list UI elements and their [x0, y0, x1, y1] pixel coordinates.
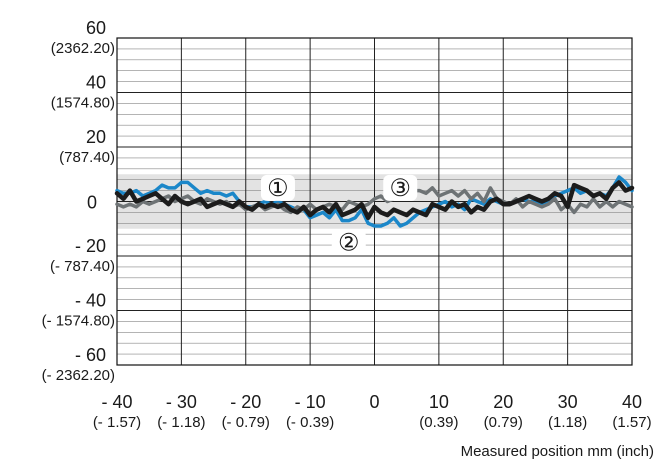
series-marker-3: ③: [389, 175, 411, 202]
x-tick-sublabel: (1.18): [548, 414, 587, 431]
marker-halo: [331, 229, 366, 256]
x-tick-sublabel: (- 1.57): [93, 414, 141, 431]
y-tick-label: 40: [86, 73, 106, 93]
y-tick-sublabel: (787.40): [59, 149, 115, 166]
series-lines: [114, 175, 635, 228]
x-tick-label: 0: [369, 392, 379, 412]
x-tick-label: 10: [429, 392, 449, 412]
y-tick-label: - 60: [75, 345, 106, 365]
x-tick-label: - 10: [295, 392, 326, 412]
x-tick-label: - 20: [230, 392, 261, 412]
series-line-3: [114, 180, 635, 221]
y-tick-label: 0: [87, 193, 97, 213]
y-axis-ticks: 60 (2362.20) 40 (1574.80) 20 (787.40) 0 - 20 (- …: [42, 18, 115, 384]
x-tick-label: 30: [558, 392, 578, 412]
y-tick-label: - 40: [75, 291, 106, 311]
y-tick-sublabel: (- 2362.20): [42, 367, 115, 384]
y-tick-sublabel: (2362.20): [51, 40, 115, 57]
series-line-1: [115, 175, 634, 228]
x-tick-sublabel: (0.79): [484, 414, 523, 431]
grid: [116, 37, 633, 366]
x-tick-label: 40: [622, 392, 642, 412]
y-tick-label: 60: [86, 18, 106, 38]
x-tick-sublabel: (- 0.39): [286, 414, 334, 431]
y-tick-label: - 20: [75, 236, 106, 256]
x-tick-label: - 40: [101, 392, 132, 412]
plot-frame: [116, 37, 633, 366]
x-tick-label: 20: [493, 392, 513, 412]
x-axis-label: Measured position mm (inch): [461, 443, 654, 460]
x-axis-ticks: - 40 (- 1.57) - 30 (- 1.18) - 20 (- 0.79) - 10…: [93, 392, 652, 431]
y-tick-sublabel: (- 1574.80): [42, 313, 115, 330]
series-marker-2: ②: [338, 229, 360, 256]
x-tick-sublabel: (- 1.18): [157, 414, 205, 431]
series-markers: ① ② ③: [260, 174, 418, 256]
y-tick-label: 20: [86, 127, 106, 147]
y-tick-sublabel: (- 787.40): [50, 258, 115, 275]
marker-halo: [260, 174, 295, 201]
x-tick-sublabel: (1.57): [612, 414, 651, 431]
x-tick-label: - 30: [166, 392, 197, 412]
x-tick-sublabel: (- 0.79): [222, 414, 270, 431]
y-tick-sublabel: (1574.80): [51, 95, 115, 112]
marker-halo: [383, 174, 418, 201]
series-marker-1: ①: [267, 175, 289, 202]
x-tick-sublabel: (0.39): [419, 414, 458, 431]
